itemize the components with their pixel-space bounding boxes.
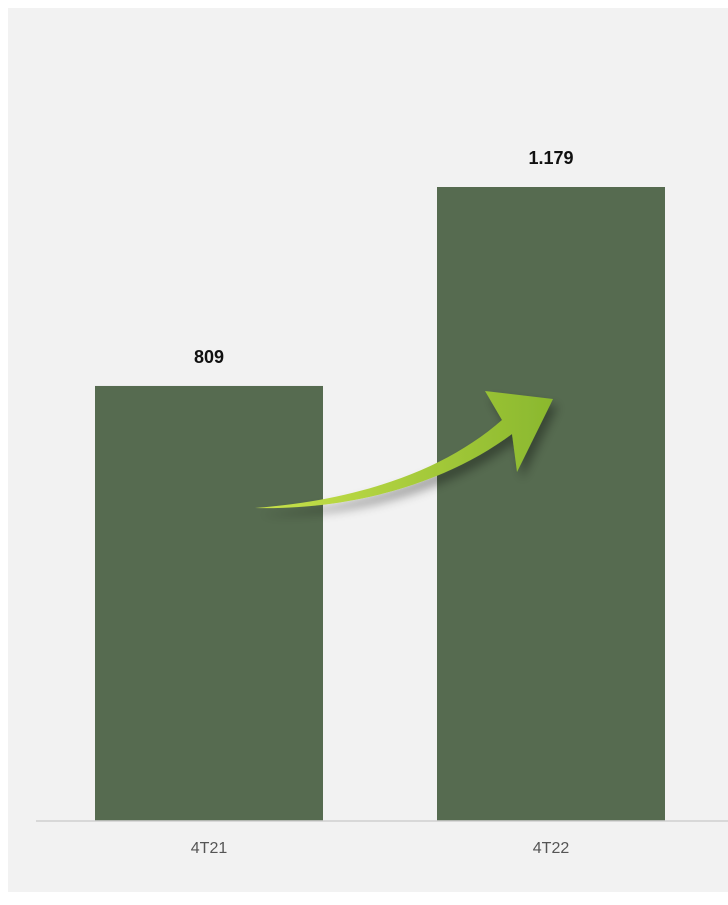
data-label-4T22: 1.179 [528, 148, 573, 168]
bar-4T22 [437, 187, 665, 821]
bars-layer [95, 187, 665, 821]
growth-arrow-icon [255, 391, 553, 509]
x-tick-label-4T22: 4T22 [533, 840, 570, 857]
labels-layer: 809 4T21 1.179 4T22 [191, 148, 574, 857]
bar-4T21 [95, 385, 323, 821]
x-tick-label-4T21: 4T21 [191, 840, 228, 857]
data-label-4T21: 809 [194, 347, 224, 367]
